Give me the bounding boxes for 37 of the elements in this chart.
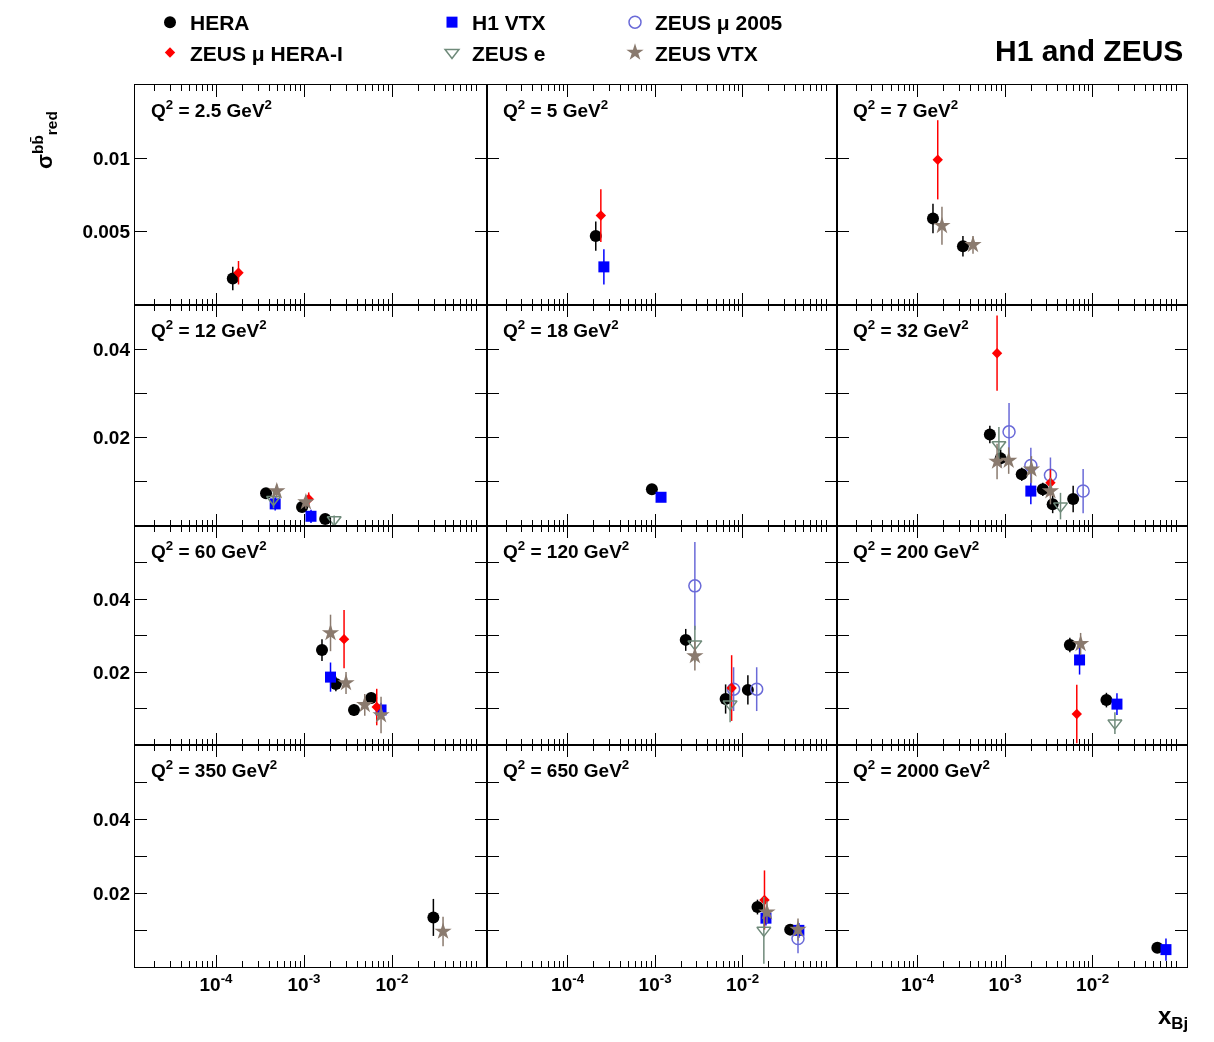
text: Q$^{2}$ = 2000 GeV$^{2}$	[853, 757, 990, 781]
legend-label: ZEUS μ HERA-I	[190, 41, 343, 65]
x-axis-title: x$_{Bj}$	[1158, 1002, 1189, 1034]
text: Q$^{2}$ = 5 GeV$^{2}$	[503, 97, 609, 121]
x-tick-label: 10$^{-2}$	[375, 971, 409, 995]
x-tick-label: 10$^{-2}$	[726, 971, 760, 995]
x-tick-label: 10$^{-3}$	[988, 971, 1022, 995]
x-tick-label: 10$^{-4}$	[551, 971, 585, 995]
text: Q$^{2}$ = 7 GeV$^{2}$	[853, 97, 959, 121]
x-tick-label: 10$^{-3}$	[287, 971, 321, 995]
y-tick-label: 0.01	[93, 147, 131, 169]
x-tick-label: 10$^{-3}$	[638, 971, 672, 995]
legend-label: H1 VTX	[472, 11, 546, 35]
y-tick-label: 0.04	[93, 808, 131, 830]
legend-label: ZEUS μ 2005	[655, 11, 783, 35]
text: Q$^{2}$ = 60 GeV$^{2}$	[151, 538, 267, 562]
y-tick-label: 0.02	[93, 882, 130, 904]
text: Q$^{2}$ = 350 GeV$^{2}$	[151, 757, 278, 781]
text: Q$^{2}$ = 2.5 GeV$^{2}$	[151, 97, 272, 121]
text: Q$^{2}$ = 120 GeV$^{2}$	[503, 538, 630, 562]
x-tick-label: 10$^{-2}$	[1076, 971, 1110, 995]
y-tick-label: 0.04	[93, 588, 131, 610]
x-tick-label: 10$^{-4}$	[901, 971, 935, 995]
y-tick-label: 0.005	[82, 221, 131, 243]
legend-label: ZEUS VTX	[655, 41, 758, 65]
text: H1 and ZEUS	[995, 34, 1184, 67]
text: Q$^{2}$ = 18 GeV$^{2}$	[503, 317, 619, 341]
y-tick-label: 0.02	[93, 427, 130, 449]
x-tick-label: 10$^{-4}$	[199, 971, 234, 995]
text: Q$^{2}$ = 200 GeV$^{2}$	[853, 538, 980, 562]
y-tick-label: 0.04	[93, 338, 131, 360]
legend-label: HERA	[190, 11, 250, 35]
text: Q$^{2}$ = 12 GeV$^{2}$	[151, 317, 267, 341]
text: Q$^{2}$ = 650 GeV$^{2}$	[503, 757, 630, 781]
text: Q$^{2}$ = 32 GeV$^{2}$	[853, 317, 969, 341]
y-tick-label: 0.02	[93, 661, 130, 683]
legend-label: ZEUS e	[472, 41, 546, 65]
